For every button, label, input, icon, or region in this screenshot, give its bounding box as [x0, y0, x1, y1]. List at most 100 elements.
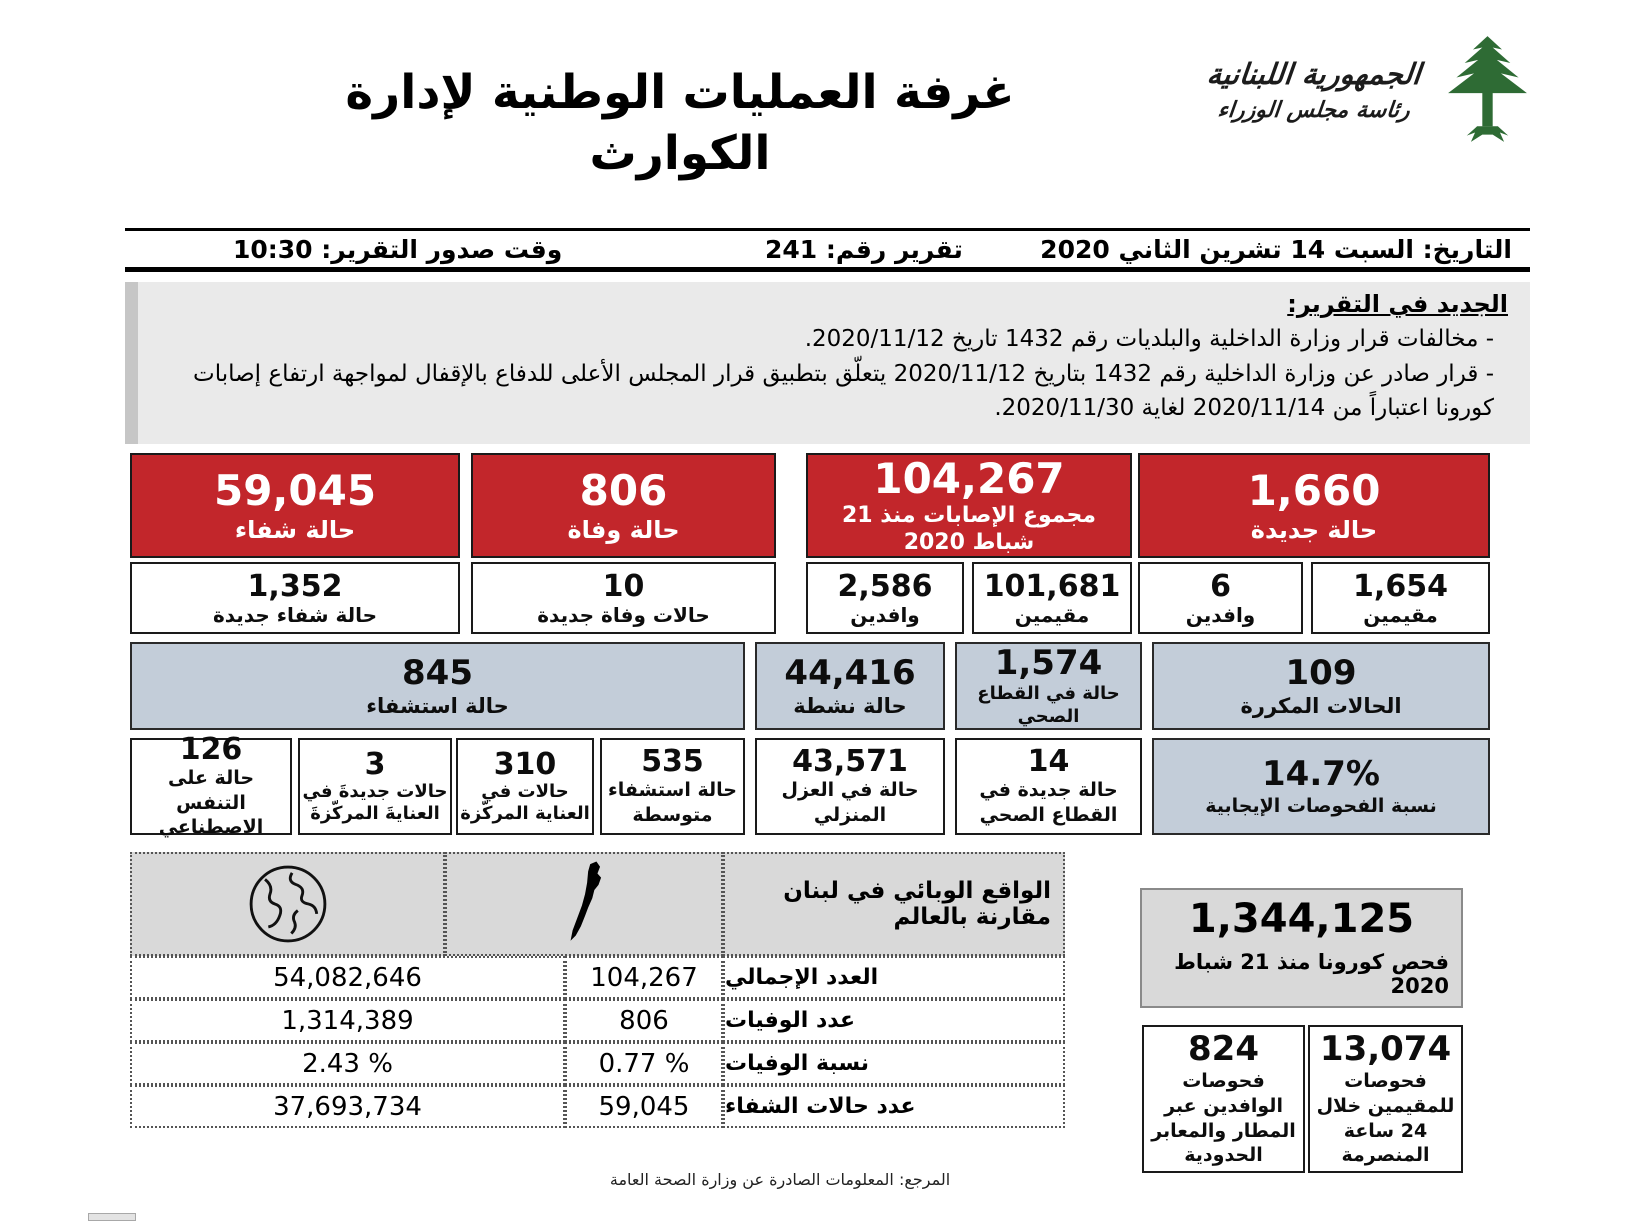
stat-value: 43,571	[792, 744, 908, 780]
page-edge-artifact	[88, 1213, 136, 1221]
stat-label: فحص كورونا منذ 21 شباط 2020	[1174, 950, 1449, 998]
stat-label: مقيمين	[1014, 602, 1090, 627]
stat-recovered: 59,045 حالة شفاء	[130, 453, 460, 558]
stat-total-arrivals: 2,586 وافدين	[806, 562, 964, 634]
comparison-title: الواقع الوبائي في لبنان مقارنة بالعالم	[723, 852, 1065, 956]
page-title-line1: غرفة العمليات الوطنية لإدارة	[345, 65, 1015, 120]
stat-label: حالات جديدةَ في العنايةَ المركّزةَ	[302, 780, 448, 825]
news-item: - مخالفات قرار وزارة الداخلية والبلديات …	[804, 326, 1494, 352]
lebanon-recovered: 59,045	[565, 1085, 723, 1128]
stat-recovered-new: 1,352 حالة شفاء جديدة	[130, 562, 460, 634]
world-death-rate: 2.43 %	[130, 1042, 565, 1085]
stat-value: 10	[602, 568, 645, 604]
stat-health-sector-new: 14 حالة جديدة في القطاع الصحي	[955, 738, 1142, 835]
stat-value: 1,344,125	[1188, 896, 1415, 942]
lebanon-deaths: 806	[565, 999, 723, 1042]
stat-label: فحوصات للمقيمين خلال 24 ساعة المنصرمة	[1316, 1070, 1455, 1167]
stat-label: وافدين	[850, 602, 920, 627]
world-total: 54,082,646	[130, 956, 565, 999]
stat-icu-new: 3 حالات جديدةَ في العنايةَ المركّزةَ	[298, 738, 452, 835]
stat-health-sector: 1,574 حالة في القطاع الصحي	[955, 642, 1142, 730]
stat-label: حالة شفاء جديدة	[212, 602, 378, 627]
stat-value: 824	[1188, 1029, 1259, 1070]
stat-new-residents: 1,654 مقيمين	[1311, 562, 1490, 634]
stat-label: حالة نشطة	[793, 693, 907, 718]
stat-label: حالة وفاة	[567, 515, 680, 544]
stat-value: 6	[1210, 568, 1231, 604]
stat-label: حالة استشفاء	[366, 693, 509, 718]
stat-value: 1,352	[247, 568, 343, 604]
world-header-cell	[130, 852, 445, 956]
stat-arrival-tests: 824 فحوصات الوافدين عبر المطار والمعابر …	[1142, 1025, 1305, 1173]
world-deaths: 1,314,389	[130, 999, 565, 1042]
stat-value: 59,045	[213, 466, 377, 516]
report-meta-bar: التاريخ: السبت 14 تشرين الثاني 2020 تقري…	[125, 228, 1530, 272]
lebanon-map-icon	[570, 861, 602, 941]
stat-value: 535	[641, 744, 704, 780]
reference-note: المرجع: المعلومات الصادرة عن وزارة الصحة…	[609, 1170, 951, 1189]
stat-new-cases: 1,660 حالة جديدة	[1138, 453, 1490, 558]
stat-label: حالة في العزل المنزلي	[781, 779, 919, 826]
stat-hospitalized: 845 حالة استشفاء	[130, 642, 745, 730]
news-panel: الجديد في التقرير: - مخالفات قرار وزارة …	[125, 282, 1530, 444]
stat-value: 126	[179, 731, 243, 767]
stat-icu: 310 حالات في العناية المركّزة	[456, 738, 594, 835]
stat-label: مقيمين	[1363, 602, 1438, 627]
stat-label: فحوصات الوافدين عبر المطار والمعابر الحد…	[1151, 1070, 1296, 1167]
stat-label: حالات في العناية المركّزة	[460, 780, 590, 825]
stat-label: مجموع الإصابات منذ 21 شباط 2020	[841, 503, 1097, 555]
stat-label: وافدين	[1185, 602, 1256, 627]
stat-ventilator: 126 حالة على التنفس الاصطناعي	[130, 733, 292, 838]
stat-value: 14	[1027, 744, 1070, 780]
stat-total-infections: 104,267 مجموع الإصابات منذ 21 شباط 2020	[806, 453, 1132, 558]
stat-value: 13,074	[1319, 1029, 1452, 1070]
news-heading: الجديد في التقرير:	[1287, 290, 1508, 318]
news-item: - قرار صادر عن وزارة الداخلية رقم 1432 ب…	[193, 360, 1494, 422]
stat-label: حالة شفاء	[234, 515, 356, 544]
page-title: غرفة العمليات الوطنية لإدارة الكوارث	[300, 62, 1060, 184]
report-date: التاريخ: السبت 14 تشرين الثاني 2020	[1040, 235, 1512, 264]
stat-value: 1,660	[1247, 466, 1381, 516]
stat-label: حالة جديدة	[1250, 515, 1378, 544]
page-title-line2: الكوارث	[589, 126, 771, 182]
emblem-text: الجمهورية اللبنانية رئاسة مجلس الوزراء	[1206, 57, 1423, 123]
stat-value: 109	[1285, 653, 1357, 694]
stat-value: 104,267	[873, 453, 1065, 503]
lebanon-header-cell	[445, 852, 723, 956]
stat-value: 1,574	[994, 642, 1103, 683]
stat-active: 44,416 حالة نشطة	[755, 642, 945, 730]
stat-value: 806	[579, 466, 668, 516]
stat-repeated-cases: 109 الحالات المكررة	[1152, 642, 1490, 730]
stat-label: حالة على التنفس الاصطناعي	[158, 766, 264, 839]
stat-label: نسبة الفحوصات الإيجابية	[1205, 794, 1437, 817]
stat-deaths-new: 10 حالات وفاة جديدة	[471, 562, 776, 634]
stat-new-arrivals: 6 وافدين	[1138, 562, 1303, 634]
stat-value: 44,416	[784, 653, 916, 694]
stat-moderate: 535 حالة استشفاء متوسطة	[600, 738, 745, 835]
stat-label: حالات وفاة جديدة	[537, 602, 710, 627]
cedar-tree-icon	[1448, 36, 1527, 142]
stat-value: 310	[493, 746, 557, 782]
stat-total-residents: 101,681 مقيمين	[972, 562, 1132, 634]
stat-total-tests: 1,344,125 فحص كورونا منذ 21 شباط 2020	[1140, 888, 1463, 1008]
stat-value: 101,681	[983, 568, 1121, 604]
row-label-recovered: عدد حالات الشفاء	[723, 1085, 1065, 1128]
world-recovered: 37,693,734	[130, 1085, 565, 1128]
stat-label: حالة جديدة في القطاع الصحي	[979, 779, 1118, 826]
stat-deaths: 806 حالة وفاة	[471, 453, 776, 558]
row-label-deaths: عدد الوفيات	[723, 999, 1065, 1042]
stat-value: 1,654	[1353, 568, 1448, 604]
stat-home-isolation: 43,571 حالة في العزل المنزلي	[755, 738, 945, 835]
stat-resident-tests: 13,074 فحوصات للمقيمين خلال 24 ساعة المن…	[1308, 1025, 1463, 1173]
row-label-total: العدد الإجمالي	[723, 956, 1065, 999]
stat-label: حالة استشفاء متوسطة	[608, 779, 737, 826]
lebanese-republic-emblem: الجمهورية اللبنانية رئاسة مجلس الوزراء	[1175, 25, 1540, 155]
report-issue-time: وقت صدور التقرير: 10:30	[233, 235, 563, 264]
stat-positivity-rate: 14.7% نسبة الفحوصات الإيجابية	[1152, 738, 1490, 835]
row-label-death-rate: نسبة الوفيات	[723, 1042, 1065, 1085]
stat-label: الحالات المكررة	[1240, 693, 1402, 718]
lebanon-death-rate: 0.77 %	[565, 1042, 723, 1085]
globe-icon	[249, 865, 326, 943]
stat-value: 845	[402, 653, 473, 694]
